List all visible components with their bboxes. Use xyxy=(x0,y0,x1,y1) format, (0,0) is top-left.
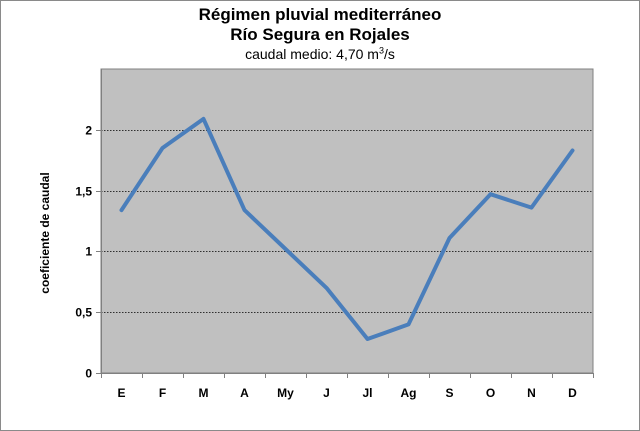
y-tick-label: 2 xyxy=(85,124,92,138)
data-point xyxy=(571,148,574,152)
y-tick-label: 0 xyxy=(85,367,92,381)
data-point xyxy=(161,146,164,150)
data-point xyxy=(325,286,328,290)
x-tick-label: F xyxy=(159,386,166,400)
data-point xyxy=(530,206,533,210)
y-tick-labels: 0 0,5 1 1,5 2 xyxy=(75,124,92,381)
data-point xyxy=(366,337,369,341)
data-point xyxy=(489,192,492,196)
x-tick-label: Jl xyxy=(362,386,372,400)
x-tick-label: Ag xyxy=(401,386,417,400)
y-axis-label: coeficiente de caudal xyxy=(38,172,52,294)
x-tick-label: D xyxy=(568,386,577,400)
x-tick-label: N xyxy=(527,386,536,400)
chart-title: Régimen pluvial mediterráneo xyxy=(198,5,442,24)
x-tick-label: E xyxy=(117,386,125,400)
series-line xyxy=(119,116,575,341)
data-point xyxy=(448,236,451,240)
series-group xyxy=(119,116,575,341)
subtitle-prefix: caudal medio: 4,70 m xyxy=(245,46,379,62)
subtitle-superscript: 3 xyxy=(378,45,384,56)
data-point xyxy=(120,208,123,212)
data-point xyxy=(407,322,410,326)
y-tick-label: 0,5 xyxy=(75,306,92,320)
x-tick-label: J xyxy=(323,386,330,400)
x-tick-labels: E F M A My J Jl Ag S O N D xyxy=(117,386,577,400)
y-tick-label: 1 xyxy=(85,245,92,259)
data-point xyxy=(243,208,246,212)
y-tick-label: 1,5 xyxy=(75,185,92,199)
axes xyxy=(96,69,594,378)
title-block: Régimen pluvial mediterráneo Río Segura … xyxy=(1,5,639,63)
chart-subtitle: caudal medio: 4,70 m3/s xyxy=(1,45,639,63)
data-point xyxy=(202,117,205,121)
plot-area xyxy=(100,68,594,374)
x-tick-label: My xyxy=(277,386,294,400)
x-tick-label: O xyxy=(486,386,495,400)
x-tick-label: A xyxy=(240,386,249,400)
chart-title-line2: Río Segura en Rojales xyxy=(230,25,410,44)
subtitle-suffix: /s xyxy=(383,46,395,62)
data-point xyxy=(284,247,287,251)
x-tick-label: M xyxy=(199,386,209,400)
x-tick-label: S xyxy=(445,386,453,400)
